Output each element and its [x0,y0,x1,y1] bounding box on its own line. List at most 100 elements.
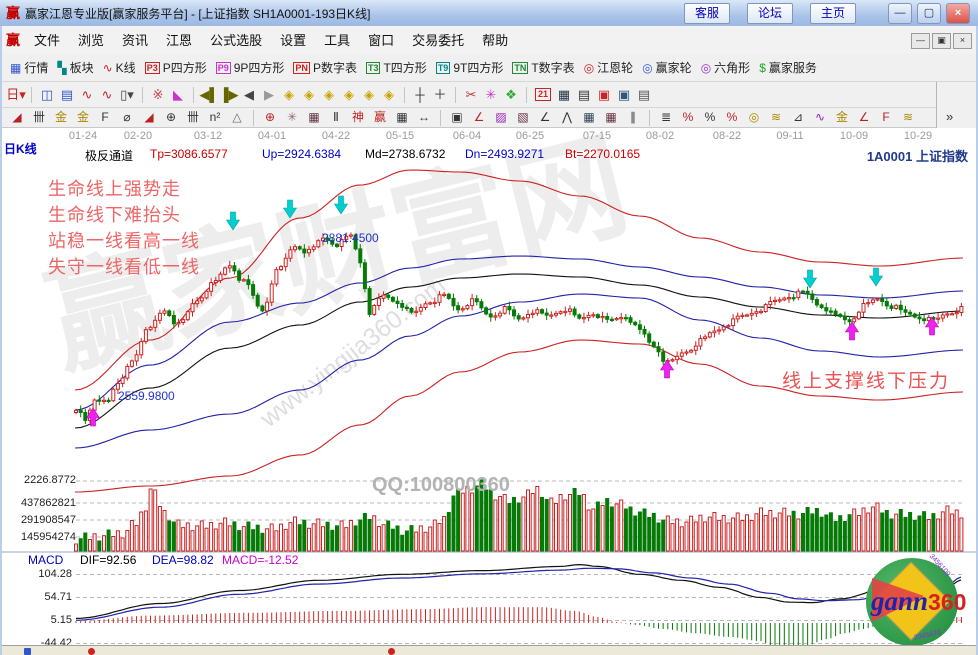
titlebar-link-2[interactable]: 论坛 [747,3,793,24]
menu-item-9[interactable]: 交易委托 [412,33,465,48]
chart-area[interactable]: 赢家财富网 www.yingjia360.com QQ:100800360 日K… [0,128,978,645]
print-icon[interactable]: ▤ [637,86,651,102]
angle-ruler-tool[interactable]: △ [232,110,242,124]
star-tool[interactable]: ✳ [286,110,298,124]
p-square-button[interactable]: P3 P四方形 [144,59,207,76]
pencil-tool-2[interactable]: ◢ [144,110,154,124]
gold-char-tool[interactable]: 金 [835,110,848,124]
mdi-restore-button[interactable]: ▣ [932,33,951,49]
last-bar-button[interactable]: ▐▶ [219,86,239,102]
t-number-table-button[interactable]: TN T数字表 [512,59,575,76]
save-icon[interactable]: ▣ [597,86,611,102]
market-map-icon[interactable]: ◫ [40,86,54,102]
notes-icon[interactable]: ▤ [577,86,591,102]
shade-tool-1[interactable]: ▨ [495,110,507,124]
gold-line-tool-1[interactable]: 金 [54,110,67,124]
fibonacci-tool[interactable]: F [101,110,109,124]
sectors-button[interactable]: ▚ 板块 [57,59,93,76]
kline-button[interactable]: ∿ K线 [103,59,136,76]
calculator-icon[interactable]: ▦ [557,86,571,102]
square-tool[interactable]: ▣ [451,110,463,124]
candle-style-selector[interactable]: ▯▾ [120,86,134,102]
p-number-table-button[interactable]: PN P数字表 [293,59,357,76]
export-icon[interactable]: ▣ [617,86,631,102]
toolbar-overflow-chevron[interactable]: » [946,109,954,124]
percent-tool[interactable]: % [704,110,716,124]
gold-circle-tool[interactable]: ◎ [748,110,760,124]
bars-tool[interactable]: ≣ [660,110,672,124]
flag-icon[interactable]: ◣ [173,86,183,102]
percent-red-tool[interactable]: % [682,110,694,124]
gann-diamond-4[interactable]: ◈ [344,86,354,102]
cut-tool-icon[interactable]: ✂ [465,86,477,102]
menu-item-7[interactable]: 工具 [324,33,351,48]
t-square-button[interactable]: T3 T四方形 [365,59,427,76]
gann-diamond-1[interactable]: ◈ [284,86,294,102]
menu-item-6[interactable]: 设置 [280,33,307,48]
9t-square-button[interactable]: T9 9T四方形 [435,59,503,76]
gold-line-tool-2[interactable]: 金 [76,110,89,124]
menu-item-1[interactable]: 文件 [34,33,61,48]
menu-item-10[interactable]: 帮助 [482,33,509,48]
magic-tool-icon[interactable]: ✳ [485,86,497,102]
first-bar-button[interactable]: ◀▌ [199,86,219,102]
gann-grid-tool[interactable]: 卌 [32,110,45,124]
wave-magenta-tool[interactable]: ∿ [814,110,826,124]
shade-tool-2[interactable]: ▧ [517,110,529,124]
grid-tool-4[interactable]: ▦ [583,110,595,124]
titlebar-link-1[interactable]: 客服 [684,3,730,24]
quotes-button[interactable]: ▦ 行情 [10,59,48,76]
box-grid-tool[interactable]: ▦ [308,110,320,124]
chart-canvas[interactable] [0,128,978,645]
spiral-tool[interactable]: ⌀ [123,110,131,124]
gold-lines-tool[interactable]: ≋ [902,110,914,124]
width-ruler-tool[interactable]: ↔ [418,110,430,124]
f-angle-tool[interactable]: F [882,110,890,124]
angle-tool-3[interactable]: ∠ [858,110,870,124]
gann-diamond-3[interactable]: ◈ [324,86,334,102]
9p-square-button[interactable]: P9 9P四方形 [215,59,284,76]
menu-item-8[interactable]: 窗口 [368,33,395,48]
close-button[interactable]: × [946,3,970,24]
period-tab-label[interactable]: 日K线 [4,142,37,156]
angle-red-tool[interactable]: ∠ [473,110,485,124]
winner-wheel-button[interactable]: ◎ 赢家轮 [642,59,692,76]
restore-button[interactable]: ▢ [917,3,941,24]
menu-item-2[interactable]: 浏览 [78,33,105,48]
n-square-tool[interactable]: n² [209,110,221,124]
crosshair-icon[interactable]: ＋ [433,86,447,102]
menu-item-5[interactable]: 公式选股 [210,33,263,48]
menu-item-4[interactable]: 江恩 [166,33,193,48]
mini-chart9-icon[interactable]: ∿ [101,86,113,102]
prev-bar-button[interactable]: ◀ [244,86,254,102]
footprint-icon[interactable]: ※ [152,86,164,102]
grid-tool-3[interactable]: ▦ [396,110,408,124]
minimize-button[interactable]: — [888,3,912,24]
triangle-tool[interactable]: ⊿ [792,110,804,124]
mdi-minimize-button[interactable]: — [911,33,930,49]
percent-line-tool[interactable]: % [726,110,738,124]
shen-tool[interactable]: 神 [351,110,364,124]
hexagon-button[interactable]: ◎ 六角形 [701,59,751,76]
winner-service-button[interactable]: $ 赢家服务 [759,59,817,76]
roman-two-tool[interactable]: Ⅱ [333,110,339,124]
wave-tool[interactable]: ⋀ [562,110,572,124]
gann-diamond-6[interactable]: ◈ [384,86,394,102]
compass-red-tool[interactable]: ⊕ [264,110,276,124]
calendar-icon[interactable]: 21 [535,88,551,101]
gann-diamond-5[interactable]: ◈ [364,86,374,102]
next-bar-button[interactable]: ▶ [264,86,274,102]
menu-item-3[interactable]: 资讯 [122,33,149,48]
gann-wheel-button[interactable]: ◎ 江恩轮 [584,59,634,76]
cloud-tool-icon[interactable]: ❖ [505,86,517,102]
angle-tool-2[interactable]: ∠ [539,110,551,124]
parallel-lines-tool[interactable]: ∥ [630,110,636,124]
grid-tool-5[interactable]: ▦ [605,110,617,124]
mdi-close-button[interactable]: × [953,33,972,49]
ying-tool[interactable]: 赢 [373,110,386,124]
mini-chart3-icon[interactable]: ∿ [81,86,93,102]
grid-tool-2[interactable]: 卌 [186,110,199,124]
gann-diamond-2[interactable]: ◈ [304,86,314,102]
gann-compass-tool[interactable]: ⊕ [165,110,177,124]
pencil-tool[interactable]: ◢ [12,110,22,124]
